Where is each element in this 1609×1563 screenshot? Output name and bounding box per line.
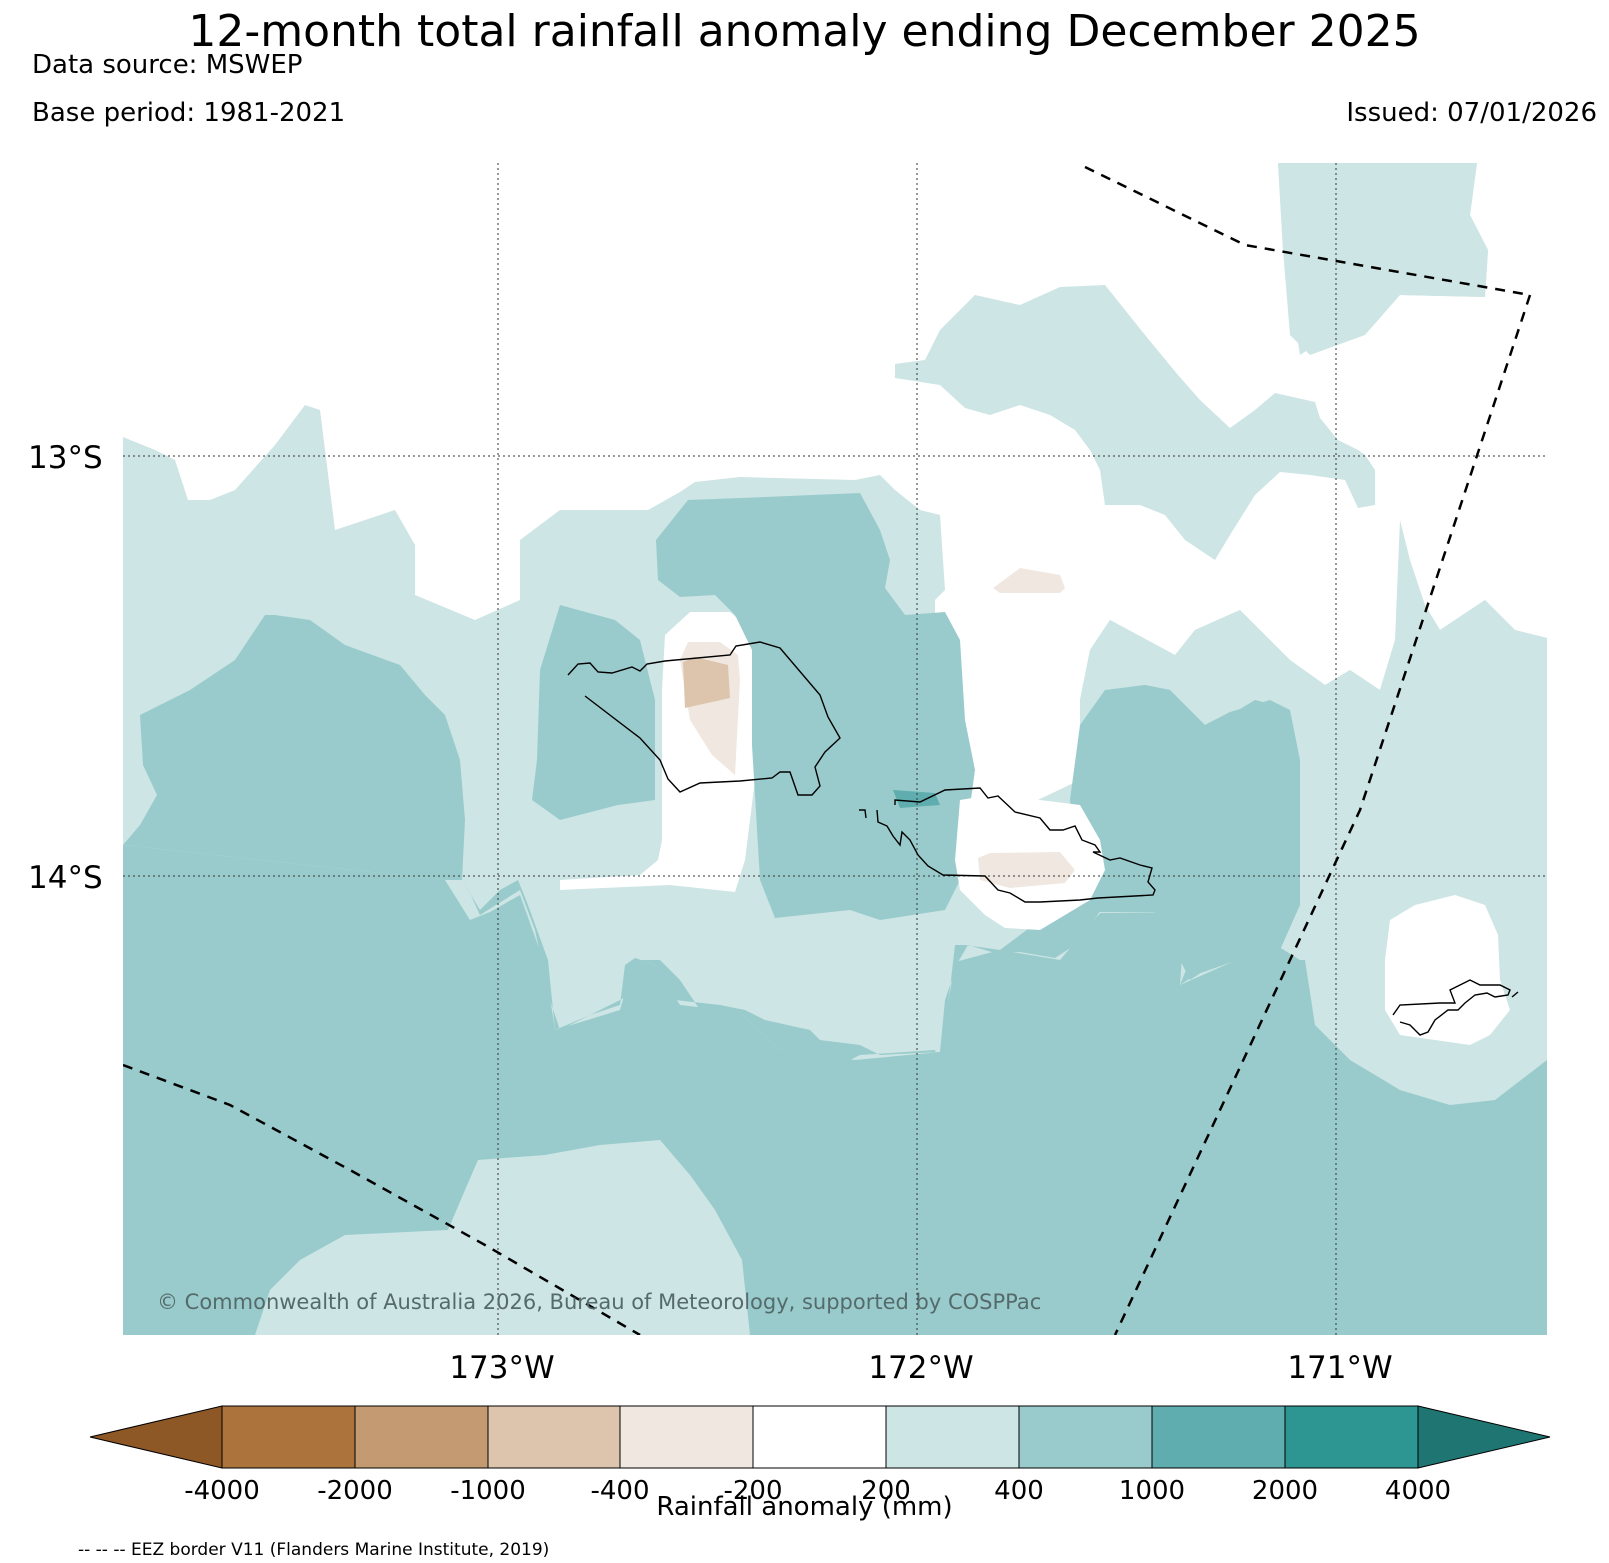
colorbar-tick: 4000	[1385, 1476, 1451, 1506]
issued-date-label: Issued: 07/01/2026	[1346, 98, 1597, 128]
colorbar-bin-4	[619, 1405, 754, 1469]
anomaly-region-wet-southwest	[123, 615, 1300, 1075]
colorbar-bin-7	[1018, 1405, 1153, 1469]
colorbar-extend-low	[89, 1405, 223, 1469]
coastlines	[567, 641, 1519, 1036]
eez-legend-note: -- -- -- EEZ border V11 (Flanders Marine…	[78, 1540, 550, 1560]
coastline-tutuila	[1392, 979, 1511, 1036]
base-period-label: Base period: 1981-2021	[32, 98, 346, 128]
lat-label-13s: 13°S	[28, 440, 103, 476]
map-title: 12-month total rainfall anomaly ending D…	[188, 6, 1421, 57]
lon-label-171w: 171°W	[1287, 1350, 1392, 1386]
coastline-upolu	[876, 787, 1156, 903]
anomaly-region-dry-north	[993, 568, 1065, 593]
anomaly-region-white-north	[123, 163, 1547, 930]
colorbar: -4000 -2000 -1000 -400 -200 200 400 1000…	[89, 1405, 1551, 1506]
colorbar-bin-9	[1284, 1405, 1419, 1469]
copyright-notice: © Commonwealth of Australia 2026, Bureau…	[157, 1290, 1041, 1314]
colorbar-tick: 200	[861, 1476, 911, 1506]
colorbar-tick: -2000	[317, 1476, 393, 1506]
anomaly-region-wet-south	[123, 845, 1547, 1335]
colorbar-tick: -4000	[184, 1476, 260, 1506]
colorbar-bin-8	[1151, 1405, 1286, 1469]
coastline-aunuu	[1511, 991, 1519, 998]
colorbar-tick: 1000	[1119, 1476, 1185, 1506]
anomaly-field	[123, 163, 1547, 1335]
eez-borders	[123, 165, 1532, 1335]
anomaly-region-teal-north-a	[895, 285, 1375, 560]
colorbar-bin-3	[487, 1405, 621, 1469]
colorbar-tick: 2000	[1252, 1476, 1318, 1506]
data-source-label: Data source: MSWEP	[32, 50, 303, 80]
colorbar-title: Rainfall anomaly (mm)	[656, 1492, 953, 1522]
colorbar-extend-high	[1417, 1405, 1551, 1469]
anomaly-region-drier-central	[683, 657, 730, 708]
anomaly-region-wet-west	[532, 605, 655, 820]
lat-label-14s: 14°S	[28, 860, 103, 896]
anomaly-region-wet-east	[1080, 685, 1300, 985]
eez-border-east	[1113, 294, 1532, 1335]
anomaly-region-white-east	[1385, 895, 1510, 1045]
anomaly-region-dry-savaii-east	[978, 852, 1075, 888]
anomaly-region-wet-upolu	[656, 493, 975, 920]
colorbar-bin-2	[354, 1405, 489, 1469]
colorbar-bin-1	[221, 1405, 356, 1469]
coastline-savaii	[567, 641, 841, 796]
eez-border-north	[1084, 165, 1531, 297]
lon-label-173w: 173°W	[449, 1350, 554, 1386]
colorbar-bin-6	[885, 1405, 1020, 1469]
colorbar-tick: 400	[994, 1476, 1044, 1506]
eez-border-southwest	[123, 1063, 641, 1335]
colorbar-tick: -1000	[450, 1476, 526, 1506]
colorbar-tick: -400	[590, 1476, 649, 1506]
colorbar-tick: -200	[723, 1476, 782, 1506]
coastline-manono	[859, 809, 867, 819]
colorbar-bin-5	[752, 1405, 887, 1469]
lon-label-172w: 172°W	[868, 1350, 973, 1386]
graticule	[123, 163, 1547, 1335]
anomaly-region-teal-north-b	[1278, 163, 1488, 355]
